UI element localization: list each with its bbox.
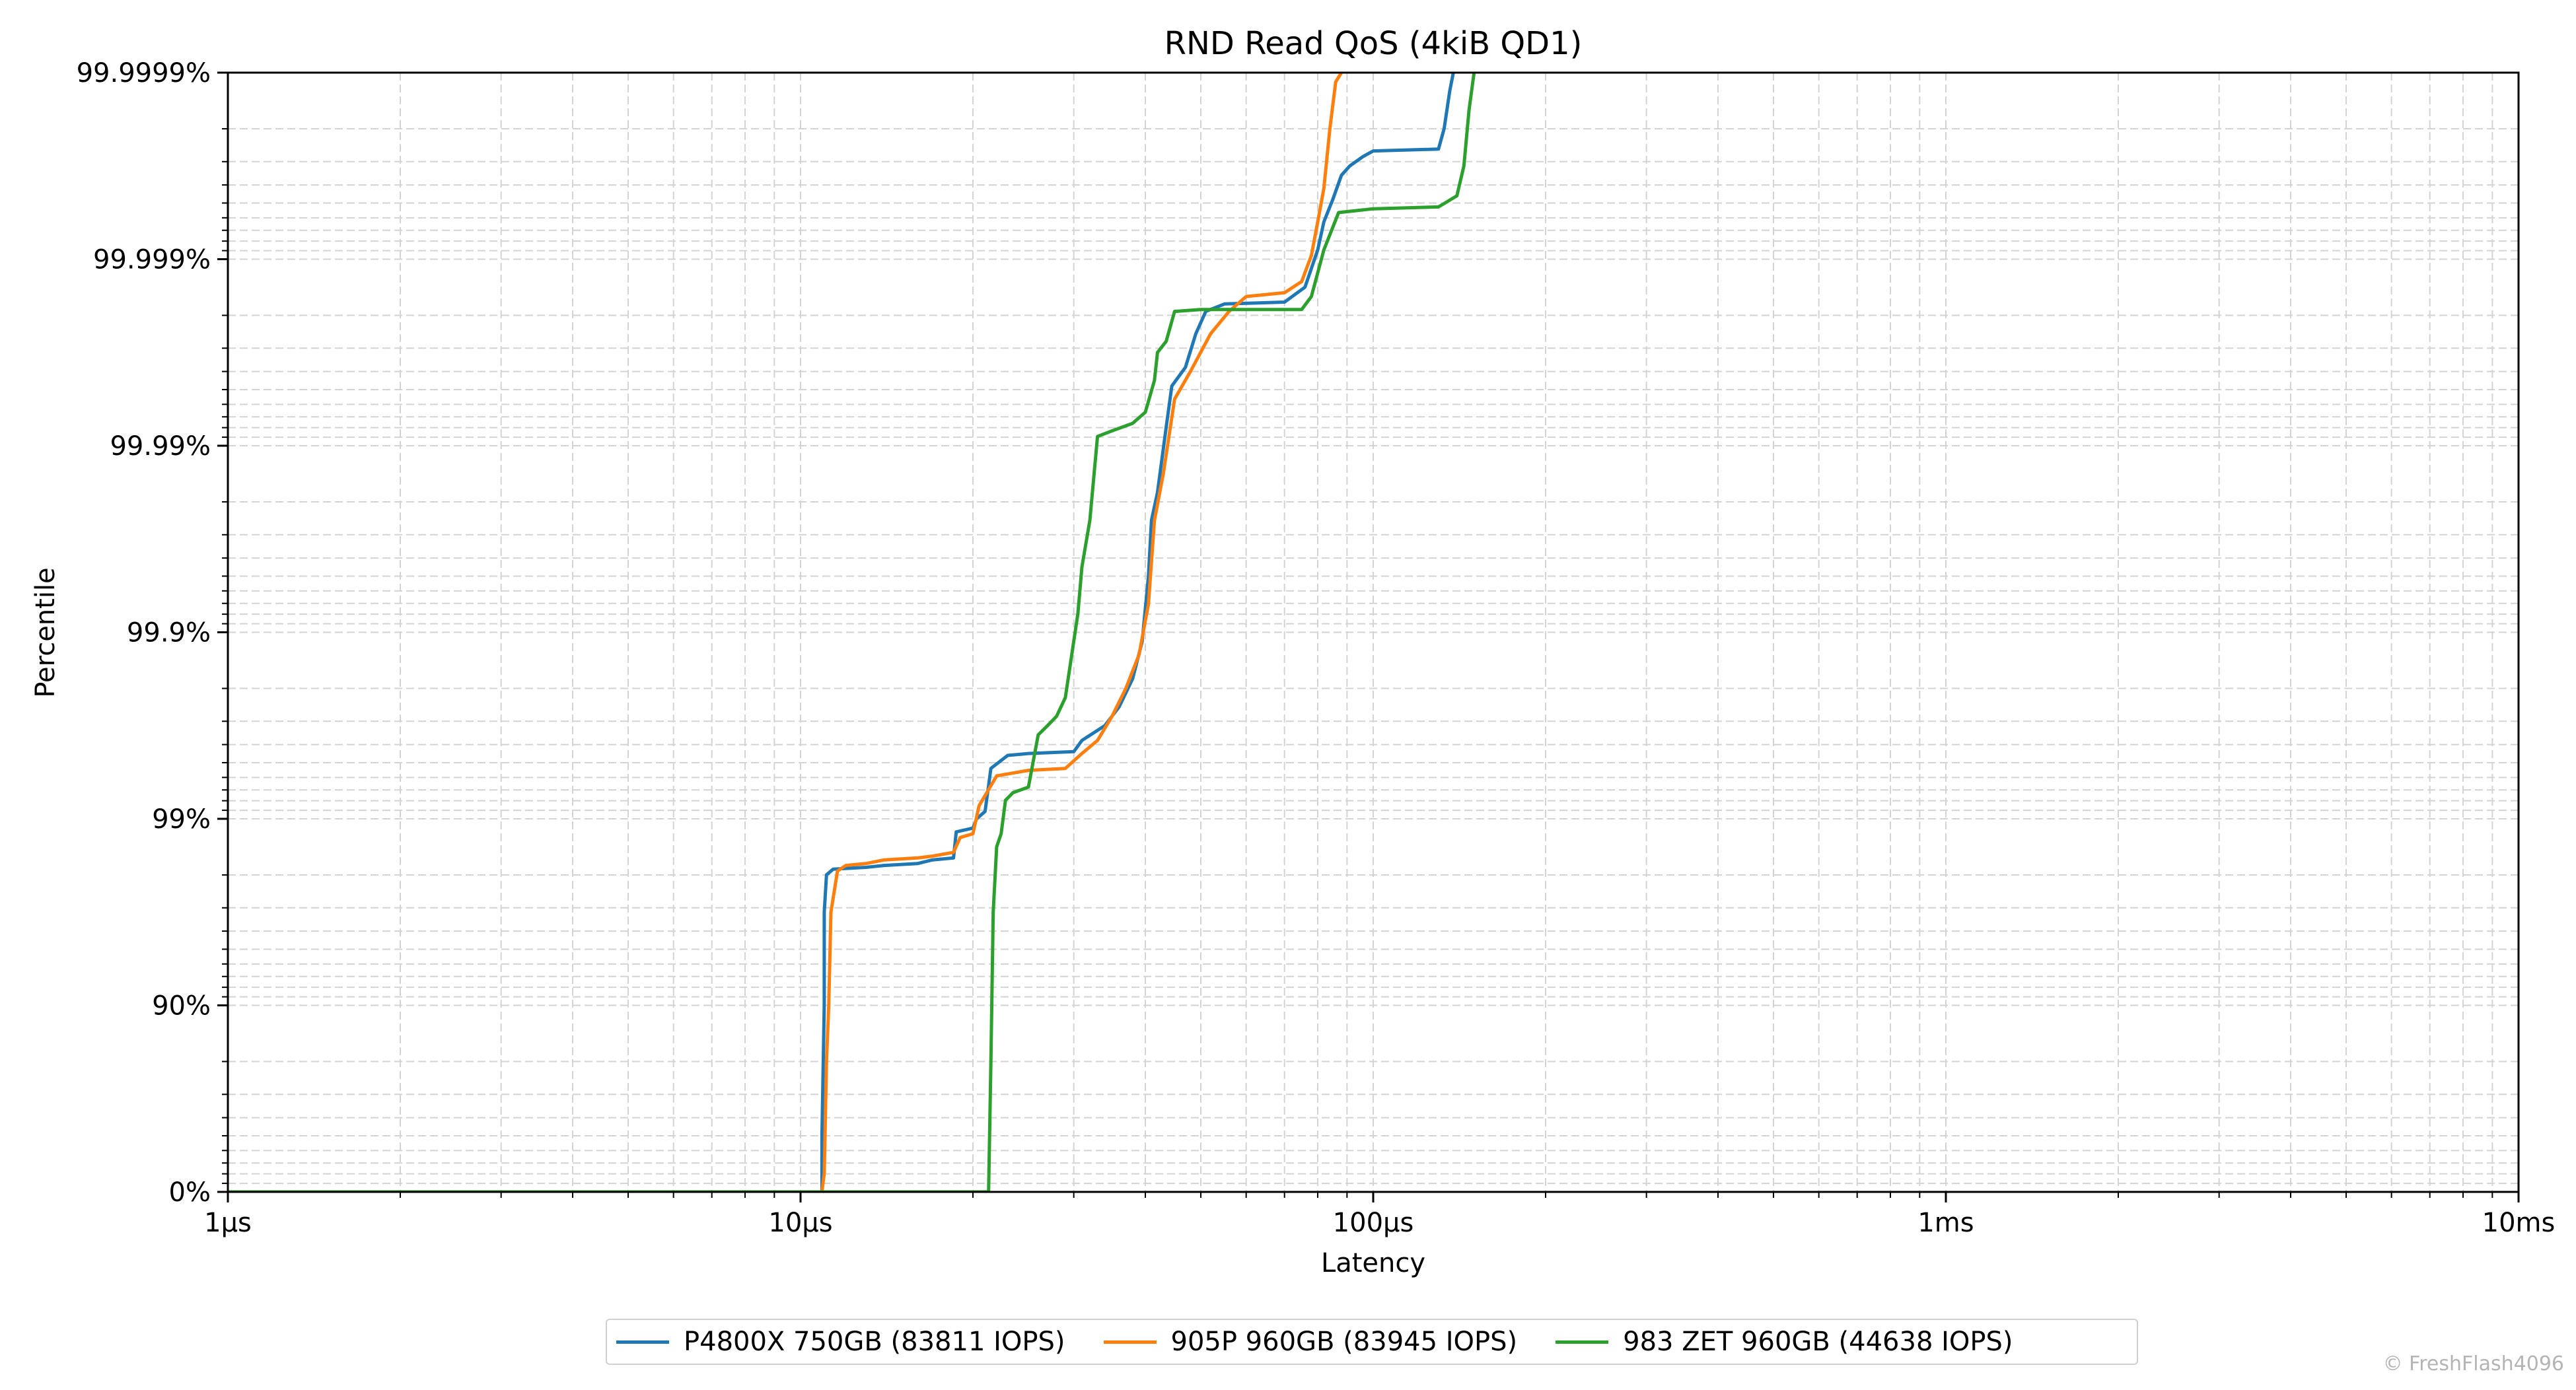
y-tick-label: 99.9999% [77, 58, 211, 88]
y-axis-label: Percentile [30, 567, 61, 697]
y-tick-label: 90% [152, 991, 211, 1022]
legend-item-1: P4800X 750GB (83811 IOPS) [616, 1327, 1065, 1357]
y-tick-label: 99.9% [127, 618, 211, 648]
x-tick-label: 1µs [204, 1208, 252, 1238]
series-line-2 [228, 71, 1343, 1192]
x-tick-label: 100µs [1333, 1208, 1414, 1238]
tick-layer: 1µs 10µs 100µs 1ms 10ms 0% 90% 99% 99.9% 99.99% 99… [77, 58, 2556, 1238]
legend-item-2: 905P 960GB (83945 IOPS) [1103, 1327, 1518, 1357]
x-tick-label: 10ms [2482, 1208, 2556, 1238]
legend-swatch [1556, 1340, 1609, 1344]
y-tick-label: 99% [152, 804, 211, 835]
series-line-1 [228, 72, 1455, 1192]
legend-swatch [616, 1340, 669, 1344]
x-tick-label: 1ms [1917, 1208, 1974, 1238]
chart-title: RND Read QoS (4kiB QD1) [1164, 25, 1583, 62]
grid-layer [227, 72, 2519, 1193]
y-tick-label: 99.999% [93, 245, 211, 275]
y-tick-label: 0% [169, 1177, 211, 1208]
legend-swatch [1103, 1340, 1157, 1344]
copyright-text: © FreshFlash4096 [2382, 1352, 2564, 1375]
legend: P4800X 750GB (83811 IOPS) 905P 960GB (839… [606, 1319, 2138, 1365]
legend-label: 983 ZET 960GB (44638 IOPS) [1623, 1327, 2013, 1357]
y-tick-label: 99.99% [110, 431, 211, 462]
x-tick-label: 10µs [768, 1208, 832, 1238]
legend-label: 905P 960GB (83945 IOPS) [1170, 1327, 1518, 1357]
series-layer [228, 71, 1476, 1192]
legend-label: P4800X 750GB (83811 IOPS) [684, 1327, 1065, 1357]
legend-item-3: 983 ZET 960GB (44638 IOPS) [1556, 1327, 2013, 1357]
series-line-3 [228, 72, 1476, 1192]
x-axis-label: Latency [1321, 1248, 1425, 1278]
